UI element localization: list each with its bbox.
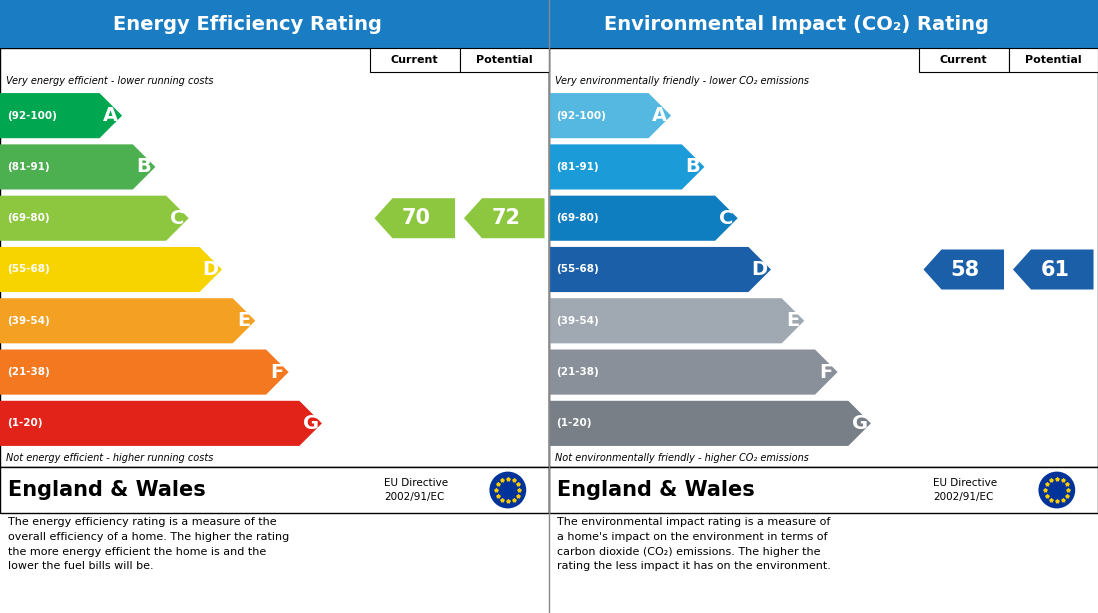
Polygon shape — [549, 93, 671, 138]
Bar — [0, 0, 549, 48]
Text: (21-38): (21-38) — [556, 367, 598, 377]
Polygon shape — [0, 349, 289, 395]
Bar — [370, 48, 459, 72]
Text: 70: 70 — [402, 208, 430, 228]
Polygon shape — [549, 349, 838, 395]
Text: (55-68): (55-68) — [556, 264, 598, 275]
Circle shape — [1039, 471, 1075, 508]
Text: E: E — [786, 311, 799, 330]
Text: (69-80): (69-80) — [7, 213, 49, 223]
Text: England & Wales: England & Wales — [8, 480, 205, 500]
Bar — [459, 48, 549, 72]
Text: (92-100): (92-100) — [7, 110, 57, 121]
Text: (81-91): (81-91) — [556, 162, 598, 172]
Bar — [549, 0, 1098, 48]
Text: England & Wales: England & Wales — [557, 480, 754, 500]
Text: G: G — [303, 414, 318, 433]
Text: (92-100): (92-100) — [556, 110, 606, 121]
Text: D: D — [203, 260, 219, 279]
Text: E: E — [237, 311, 250, 330]
Polygon shape — [549, 196, 738, 241]
Text: 61: 61 — [1041, 259, 1069, 280]
Bar — [0, 467, 549, 513]
Text: F: F — [820, 362, 833, 381]
Text: EU Directive
2002/91/EC: EU Directive 2002/91/EC — [384, 478, 448, 501]
Text: (1-20): (1-20) — [7, 418, 43, 428]
Text: The environmental impact rating is a measure of
a home's impact on the environme: The environmental impact rating is a mea… — [557, 517, 831, 571]
Polygon shape — [374, 198, 455, 238]
Polygon shape — [549, 145, 705, 189]
Text: Very energy efficient - lower running costs: Very energy efficient - lower running co… — [5, 76, 213, 86]
Text: C: C — [170, 208, 184, 227]
Bar — [1008, 48, 1098, 72]
Polygon shape — [0, 196, 189, 241]
Text: (55-68): (55-68) — [7, 264, 49, 275]
Text: Not energy efficient - higher running costs: Not energy efficient - higher running co… — [5, 453, 213, 463]
Bar — [549, 48, 1098, 467]
Polygon shape — [1013, 249, 1094, 289]
Text: (69-80): (69-80) — [556, 213, 598, 223]
Text: 72: 72 — [492, 208, 520, 228]
Text: Current: Current — [391, 55, 438, 65]
Text: Potential: Potential — [475, 55, 533, 65]
Polygon shape — [0, 93, 122, 138]
Text: Potential: Potential — [1024, 55, 1082, 65]
Text: D: D — [752, 260, 768, 279]
Text: (39-54): (39-54) — [7, 316, 49, 326]
Text: F: F — [271, 362, 284, 381]
Polygon shape — [0, 298, 256, 343]
Polygon shape — [0, 247, 222, 292]
Polygon shape — [549, 247, 771, 292]
Text: Environmental Impact (CO₂) Rating: Environmental Impact (CO₂) Rating — [604, 15, 988, 34]
Text: Not environmentally friendly - higher CO₂ emissions: Not environmentally friendly - higher CO… — [554, 453, 809, 463]
Text: Energy Efficiency Rating: Energy Efficiency Rating — [113, 15, 381, 34]
Polygon shape — [549, 401, 871, 446]
Bar — [919, 48, 1008, 72]
Text: The energy efficiency rating is a measure of the
overall efficiency of a home. T: The energy efficiency rating is a measur… — [8, 517, 289, 571]
Polygon shape — [923, 249, 1004, 289]
Polygon shape — [0, 401, 322, 446]
Text: A: A — [103, 106, 119, 125]
Polygon shape — [549, 298, 805, 343]
Text: B: B — [137, 158, 152, 177]
Text: (81-91): (81-91) — [7, 162, 49, 172]
Text: Current: Current — [940, 55, 987, 65]
Polygon shape — [464, 198, 545, 238]
Text: B: B — [686, 158, 701, 177]
Text: (1-20): (1-20) — [556, 418, 592, 428]
Text: EU Directive
2002/91/EC: EU Directive 2002/91/EC — [933, 478, 997, 501]
Text: 58: 58 — [951, 259, 979, 280]
Text: (39-54): (39-54) — [556, 316, 598, 326]
Bar — [0, 48, 549, 467]
Polygon shape — [0, 145, 156, 189]
Text: (21-38): (21-38) — [7, 367, 49, 377]
Text: A: A — [652, 106, 668, 125]
Text: C: C — [719, 208, 733, 227]
Circle shape — [490, 471, 526, 508]
Text: Very environmentally friendly - lower CO₂ emissions: Very environmentally friendly - lower CO… — [554, 76, 809, 86]
Bar — [549, 467, 1098, 513]
Text: G: G — [852, 414, 867, 433]
